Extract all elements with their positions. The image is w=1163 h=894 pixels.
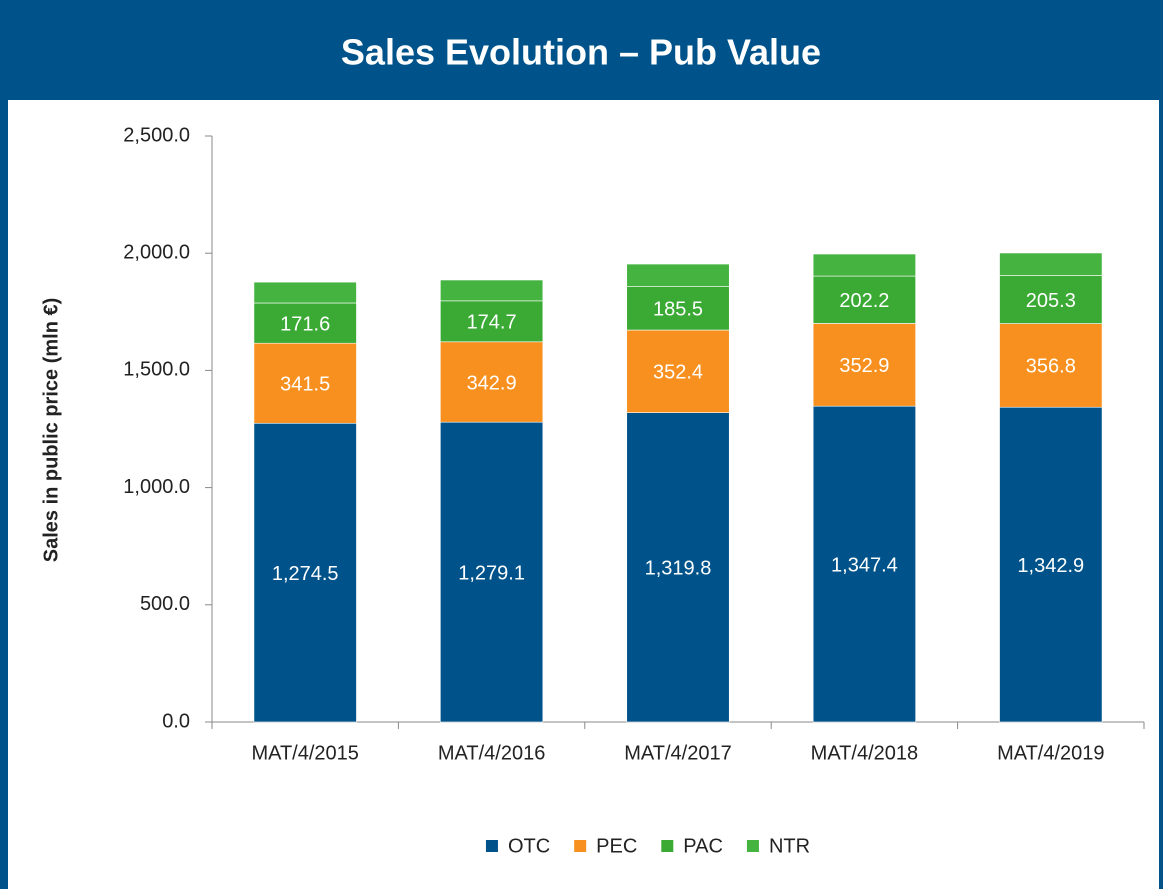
left-border [0,0,8,889]
x-tick-label: MAT/4/2016 [438,742,545,764]
x-tick-label: MAT/4/2015 [251,742,358,764]
legend-marker [574,840,587,852]
bar-segment [999,406,1103,723]
bar-segment [626,263,730,287]
legend-label: PEC [596,835,637,857]
bar-segment [253,342,357,424]
data-label: 342.9 [467,372,517,394]
y-tick-label: 1,000.0 [123,476,190,498]
data-label: 1,274.5 [272,563,339,585]
data-label: 185.5 [653,299,703,321]
data-label: 1,347.4 [831,554,898,576]
bar-segment [626,286,730,331]
data-label: 174.7 [467,312,517,334]
data-label: 356.8 [1026,356,1076,378]
legend-marker [661,840,674,852]
y-axis-label: Sales in public price (mln €) [40,298,62,563]
y-tick-label: 2,500.0 [123,124,190,146]
chart-title: Sales Evolution – Pub Value [341,32,821,73]
bar-segment [812,253,916,277]
data-label: 202.2 [839,290,889,312]
bar-segment [626,329,730,413]
y-tick-label: 500.0 [140,593,190,615]
x-tick-label: MAT/4/2017 [624,742,731,764]
x-tick-label: MAT/4/2018 [811,742,918,764]
bar-segment [999,252,1103,276]
bar-segment [440,341,544,423]
data-label: 1,279.1 [458,562,525,584]
legend-marker [746,840,759,852]
legend-label: PAC [683,835,723,857]
y-tick-label: 2,000.0 [123,241,190,263]
y-tick-label: 0.0 [162,710,190,732]
bar-segment [812,275,916,324]
bar-segment [999,275,1103,324]
x-tick-label: MAT/4/2019 [997,742,1104,764]
data-label: 1,319.8 [645,558,712,580]
right-border [1159,0,1163,889]
data-label: 205.3 [1026,290,1076,312]
legend-marker [485,840,498,852]
header-band [0,0,1163,100]
bar-segment [999,323,1103,408]
legend-label: NTR [769,835,810,857]
bar-segment [253,281,357,304]
data-label: 171.6 [280,313,330,335]
data-label: 1,342.9 [1017,555,1084,577]
bar-segment [440,421,544,723]
bar-segment [812,323,916,407]
y-tick-label: 1,500.0 [123,359,190,381]
bar-segment [440,300,544,343]
bar-segment [253,302,357,344]
bar-segment [812,405,916,723]
data-label: 341.5 [280,374,330,396]
bar-segment [440,279,544,302]
bar-segment [626,412,730,723]
data-label: 352.4 [653,362,703,384]
data-label: 352.9 [839,355,889,377]
legend-label: OTC [508,835,550,857]
bar-segment [253,422,357,723]
